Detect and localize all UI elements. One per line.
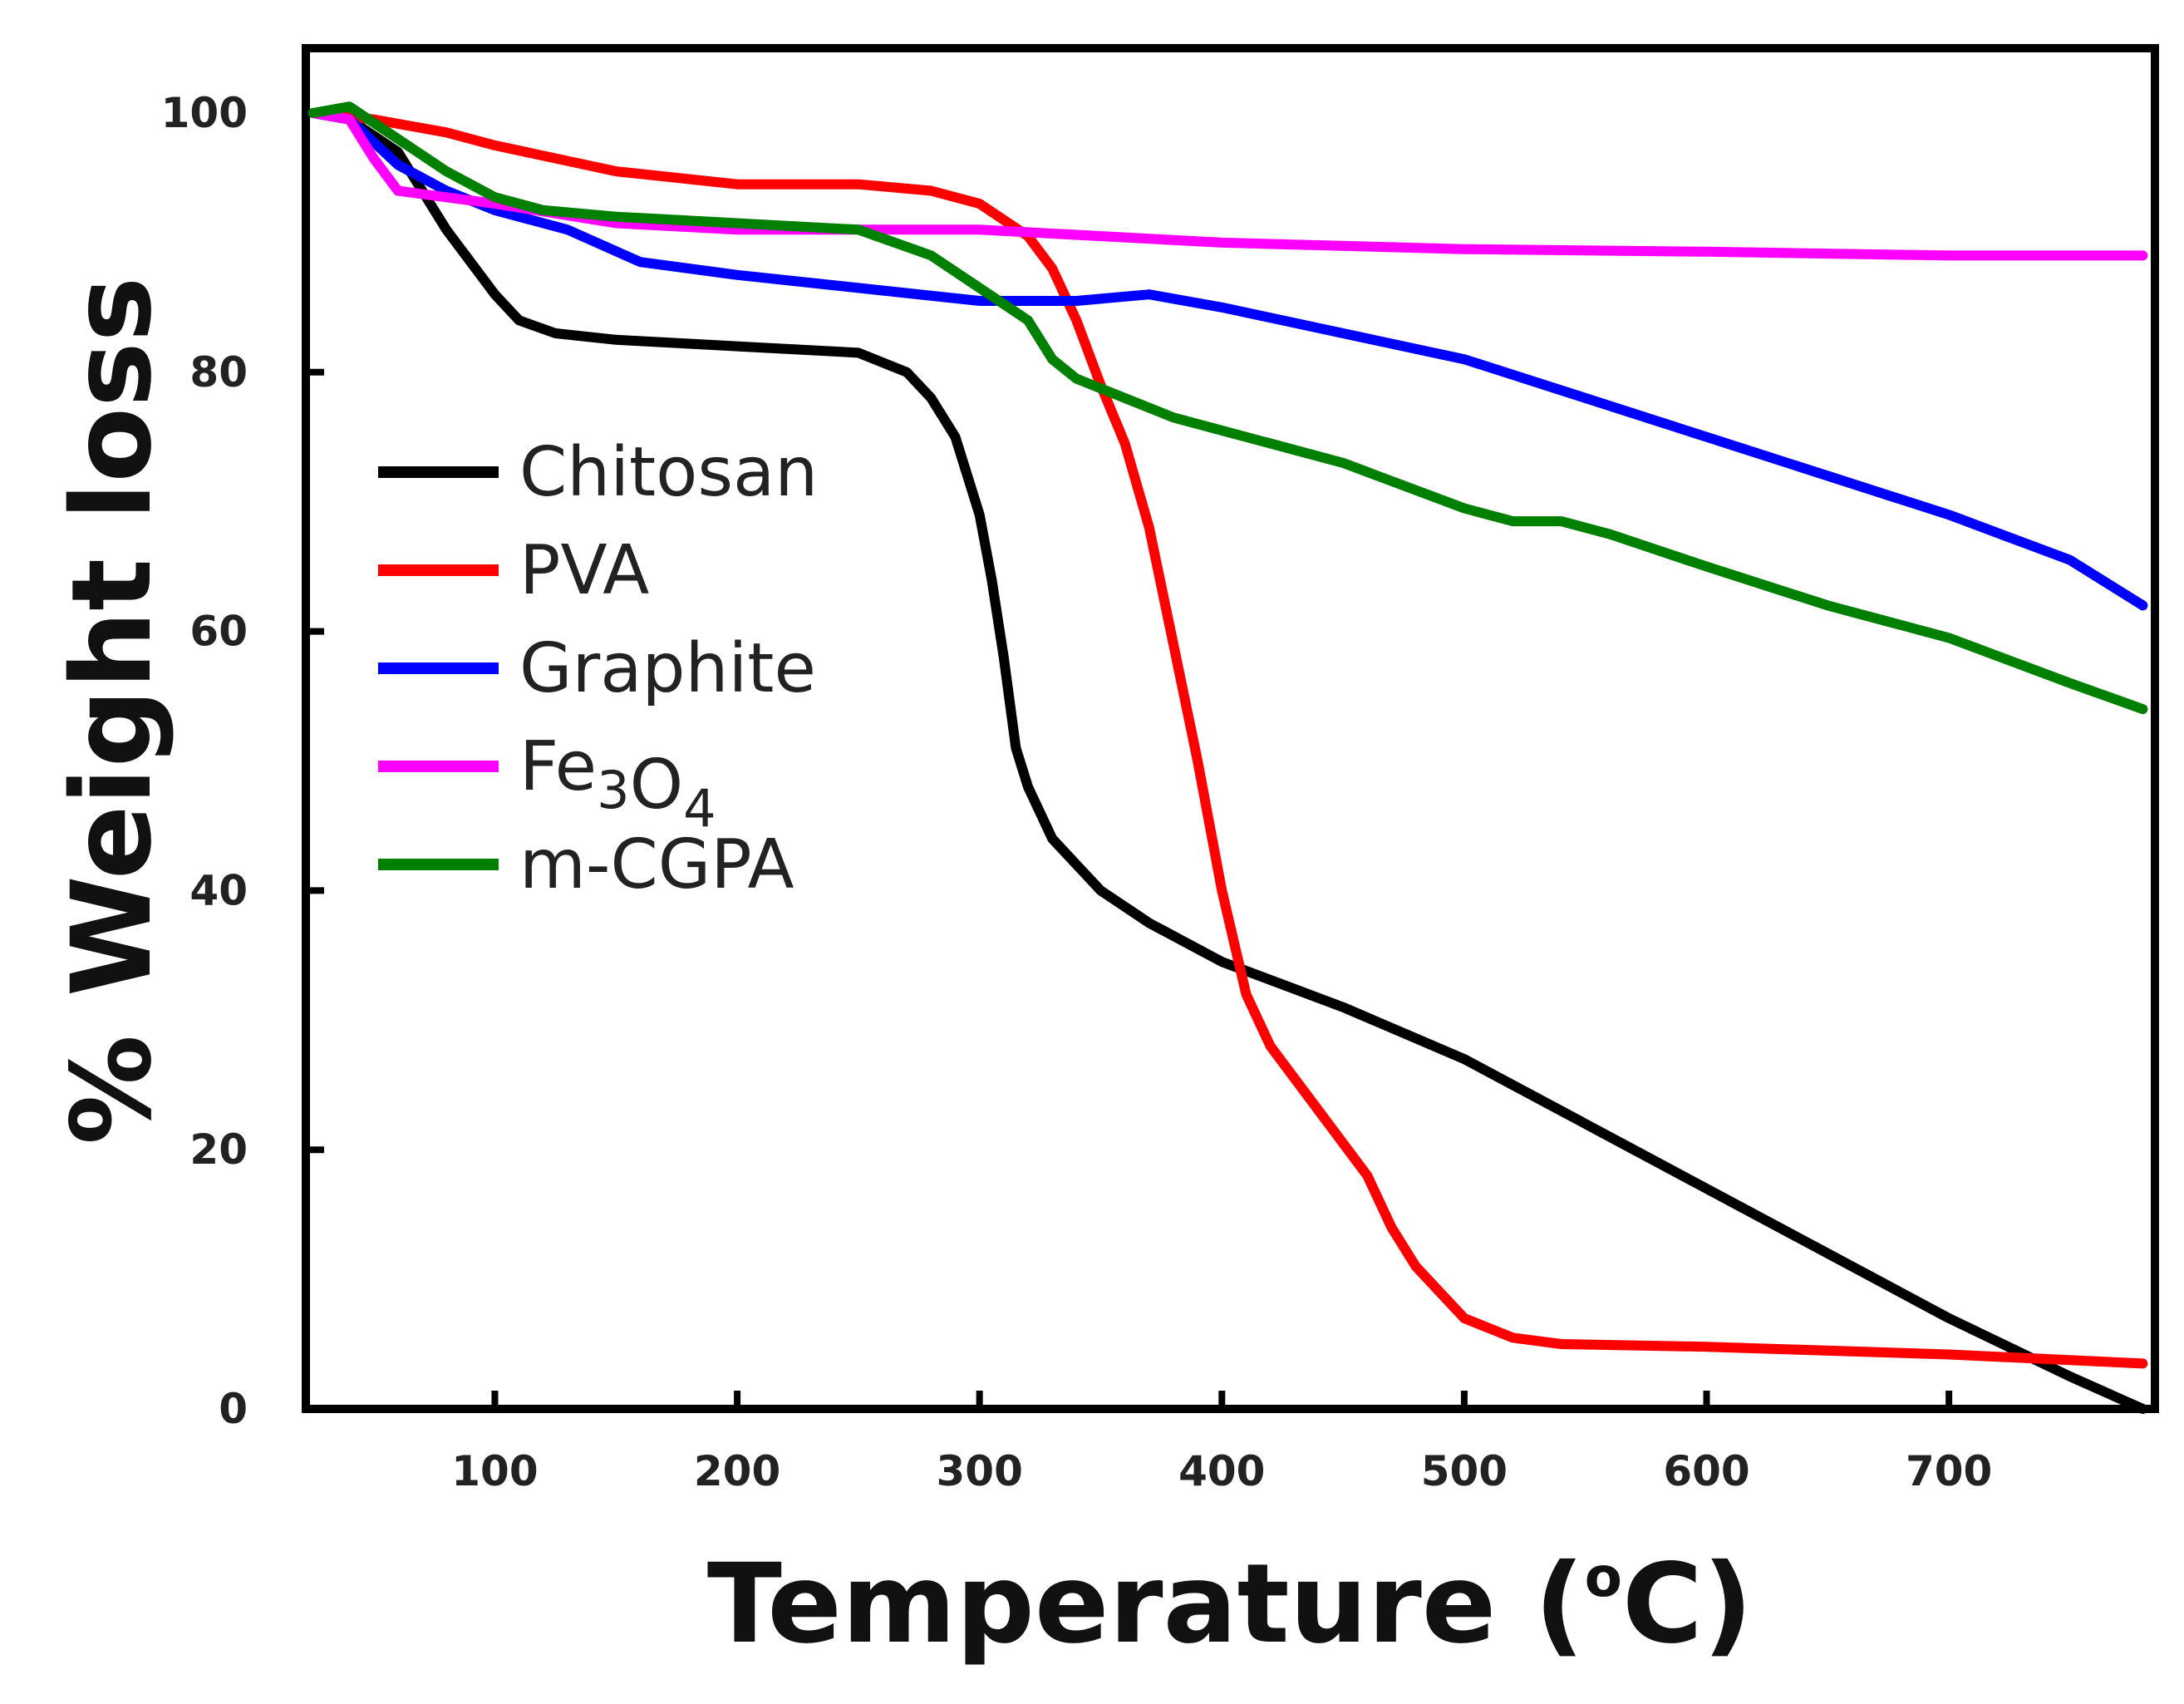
legend-label-fe3o4: Fe3O4 xyxy=(519,727,716,839)
y-axis-title: % Weight loss xyxy=(48,277,176,1145)
y-tick-label: 20 xyxy=(189,1125,248,1174)
legend-label-chitosan: Chitosan xyxy=(519,433,818,512)
series-line-pva xyxy=(307,108,2148,1369)
y-tick-label: 40 xyxy=(189,866,248,914)
series-line-fe3o4 xyxy=(307,108,2148,261)
legend-label-pva: PVA xyxy=(519,531,649,610)
series-line-m-cgpa xyxy=(307,101,2148,715)
x-tick-label: 400 xyxy=(1178,1447,1265,1495)
plot-frame xyxy=(302,44,2159,1413)
legend-label-graphite: Graphite xyxy=(519,629,816,708)
y-tick-label: 100 xyxy=(161,89,248,137)
x-tick-label: 200 xyxy=(694,1447,780,1495)
y-axis-ticks: 0 20 40 60 80 100 xyxy=(161,89,324,1433)
x-tick-label: 500 xyxy=(1421,1447,1508,1495)
x-tick-label: 700 xyxy=(1906,1447,1992,1495)
x-tick-label: 300 xyxy=(936,1447,1022,1495)
series-lines xyxy=(307,101,2148,1414)
x-axis-ticks: 100 200 300 400 500 600 700 xyxy=(451,1391,1992,1495)
x-axis-title: Temperature (oC) xyxy=(707,1540,1753,1668)
series-line-chitosan xyxy=(307,108,2148,1414)
x-tick-label: 100 xyxy=(451,1447,538,1495)
y-tick-label: 60 xyxy=(189,608,248,656)
y-tick-label: 0 xyxy=(219,1385,248,1433)
x-tick-label: 600 xyxy=(1663,1447,1749,1495)
y-tick-label: 80 xyxy=(189,348,248,396)
legend-label-m-cgpa: m-CGPA xyxy=(519,825,794,904)
